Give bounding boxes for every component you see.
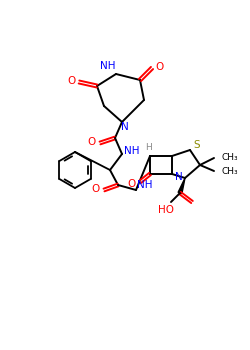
Text: O: O	[92, 184, 100, 194]
Text: CH₃: CH₃	[222, 154, 238, 162]
Text: NH: NH	[124, 146, 140, 156]
Text: HO: HO	[158, 205, 174, 215]
Text: S: S	[194, 140, 200, 150]
Text: O: O	[156, 62, 164, 72]
Text: N: N	[175, 172, 183, 182]
Text: NH: NH	[137, 180, 153, 190]
Text: N: N	[121, 122, 129, 132]
Text: O: O	[67, 76, 75, 86]
Text: H: H	[144, 142, 152, 152]
Text: NH: NH	[100, 61, 116, 71]
Text: O: O	[128, 179, 136, 189]
Text: O: O	[88, 137, 96, 147]
Text: CH₃: CH₃	[222, 167, 238, 175]
Polygon shape	[178, 178, 185, 194]
